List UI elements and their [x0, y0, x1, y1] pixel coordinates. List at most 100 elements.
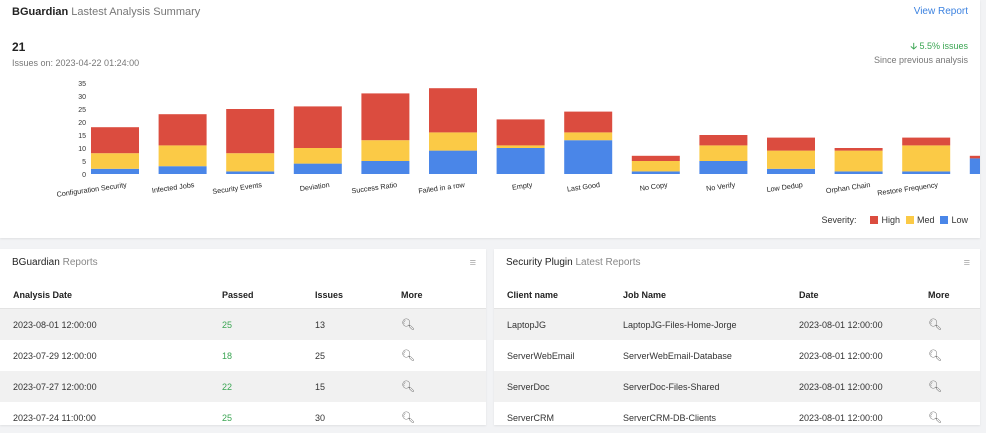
analysis-summary-card: BGuardian Lastest Analysis Summary View … — [0, 0, 980, 238]
brand: BGuardian — [12, 6, 69, 18]
plugin-table: Client name Job Name Date More LaptopJG Lapt… — [494, 282, 980, 433]
passed-count: 25 — [209, 308, 302, 340]
bar-high — [91, 127, 139, 154]
issues-date: Issues on: 2023-04-22 01:24:00 — [12, 58, 140, 68]
x-tick-label: Configuration Security — [56, 180, 128, 199]
bar-low — [834, 171, 883, 174]
bar-high — [699, 135, 748, 146]
x-tick-label: No Verify — [706, 180, 737, 193]
analysis-date: 2023-07-27 12:00:00 — [0, 371, 209, 402]
table-row: 2023-08-01 12:00:00 25 13 🔍︎ — [0, 308, 486, 340]
more-button[interactable]: 🔍︎ — [388, 402, 486, 433]
bar-low — [969, 158, 980, 174]
title-text: Lastest Analysis Summary — [71, 6, 201, 18]
table-row: 2023-07-24 11:00:00 25 30 🔍︎ — [0, 402, 486, 433]
x-tick-label: Success Ratio — [351, 180, 398, 195]
bar-low — [429, 150, 477, 174]
analysis-date: 2023-07-24 11:00:00 — [13, 412, 96, 423]
more-button[interactable]: 🔍︎ — [915, 402, 980, 433]
legend-med: Med — [905, 215, 934, 225]
bar-med — [564, 132, 613, 141]
more-button[interactable]: 🔍︎ — [388, 371, 486, 402]
bar-med — [767, 150, 815, 169]
bar-low — [293, 163, 342, 174]
y-tick-label: 25 — [78, 107, 86, 114]
y-tick-label: 10 — [78, 146, 86, 153]
col-header: Client name — [494, 282, 610, 309]
card-title: BGuardian Lastest Analysis Summary — [12, 6, 200, 18]
y-tick-label: 5 — [82, 159, 86, 166]
report-date: 2023-08-01 12:00:00 — [799, 350, 883, 361]
delta-text: 5.5% issues — [919, 41, 968, 51]
y-tick-label: 15 — [78, 133, 86, 140]
since-text: Since previous analysis — [873, 55, 968, 65]
security-plugin-panel: Security Plugin Latest Reports ≡ Client … — [494, 249, 980, 425]
client-name: ServerDoc — [494, 371, 610, 402]
bar-low — [902, 171, 951, 174]
more-button[interactable]: 🔍︎ — [915, 308, 980, 340]
col-header: Job Name — [610, 282, 786, 309]
bar-med — [293, 148, 342, 164]
x-tick-label: Restore Frequency — [877, 180, 939, 197]
x-tick-label: No Copy — [639, 180, 668, 193]
bar-low — [767, 168, 815, 174]
bar-high — [158, 114, 207, 146]
panel-title: Security Plugin Latest Reports — [506, 257, 641, 268]
col-header: Analysis Date — [0, 282, 209, 309]
search-icon[interactable]: 🔍︎ — [928, 319, 942, 331]
report-date: 2023-08-01 12:00:00 — [786, 308, 915, 340]
bar-high — [226, 109, 275, 154]
passed-count: 22 — [209, 371, 302, 402]
col-header: More — [915, 282, 980, 309]
col-header: More — [388, 282, 486, 309]
search-icon[interactable]: 🔍︎ — [928, 350, 942, 362]
table-row: ServerCRM ServerCRM-DB-Clients 2023-08-01 … — [494, 402, 980, 433]
bguardian-reports-panel: BGuardian Reports ≡ Analysis Date Passed I… — [0, 249, 486, 425]
bar-high — [631, 155, 680, 161]
bar-med — [699, 145, 748, 161]
search-icon[interactable]: 🔍︎ — [928, 412, 942, 424]
bar-med — [834, 150, 883, 172]
more-button[interactable]: 🔍︎ — [915, 340, 980, 371]
search-icon[interactable]: 🔍︎ — [401, 412, 415, 424]
arrow-down-icon: 🡣 — [910, 41, 917, 51]
issues-count: 25 — [315, 350, 326, 361]
bar-low — [496, 148, 545, 174]
client-name: ServerCRM — [507, 412, 555, 423]
menu-icon[interactable]: ≡ — [469, 257, 476, 269]
x-tick-label: Low Dedup — [766, 180, 803, 194]
bar-low — [226, 171, 275, 174]
client-name: LaptopJG — [494, 308, 610, 340]
bar-high — [834, 148, 883, 151]
bar-med — [429, 132, 477, 151]
bar-high — [361, 93, 410, 141]
legend-low: Low — [940, 215, 968, 225]
bar-low — [564, 140, 613, 174]
panel-title: BGuardian Reports — [12, 257, 98, 268]
bar-low — [631, 171, 680, 174]
x-tick-label: Orphan Chain — [825, 180, 871, 195]
bar-med — [361, 140, 410, 161]
more-button[interactable]: 🔍︎ — [388, 340, 486, 371]
bar-low — [361, 161, 410, 174]
bar-high — [767, 137, 815, 151]
view-report-link[interactable]: View Report — [913, 6, 968, 17]
bar-high — [969, 155, 980, 159]
bar-med — [91, 153, 139, 169]
search-icon[interactable]: 🔍︎ — [401, 319, 415, 331]
job-name: ServerCRM-DB-Clients — [623, 412, 717, 423]
search-icon[interactable]: 🔍︎ — [928, 381, 942, 393]
more-button[interactable]: 🔍︎ — [915, 371, 980, 402]
col-header: Date — [786, 282, 915, 309]
delta: 🡣 5.5% issues — [910, 39, 968, 55]
y-tick-label: 20 — [78, 120, 86, 127]
table-row: 2023-07-27 12:00:00 22 15 🔍︎ — [0, 371, 486, 402]
menu-icon[interactable]: ≡ — [963, 257, 970, 269]
job-name: LaptopJG-Files-Home-Jorge — [610, 308, 786, 340]
job-name: ServerWebEmail-Database — [623, 350, 732, 361]
more-button[interactable]: 🔍︎ — [388, 308, 486, 340]
search-icon[interactable]: 🔍︎ — [401, 350, 415, 362]
search-icon[interactable]: 🔍︎ — [401, 381, 415, 393]
issues-count: 30 — [315, 412, 326, 423]
x-tick-label: Empty — [511, 180, 533, 192]
